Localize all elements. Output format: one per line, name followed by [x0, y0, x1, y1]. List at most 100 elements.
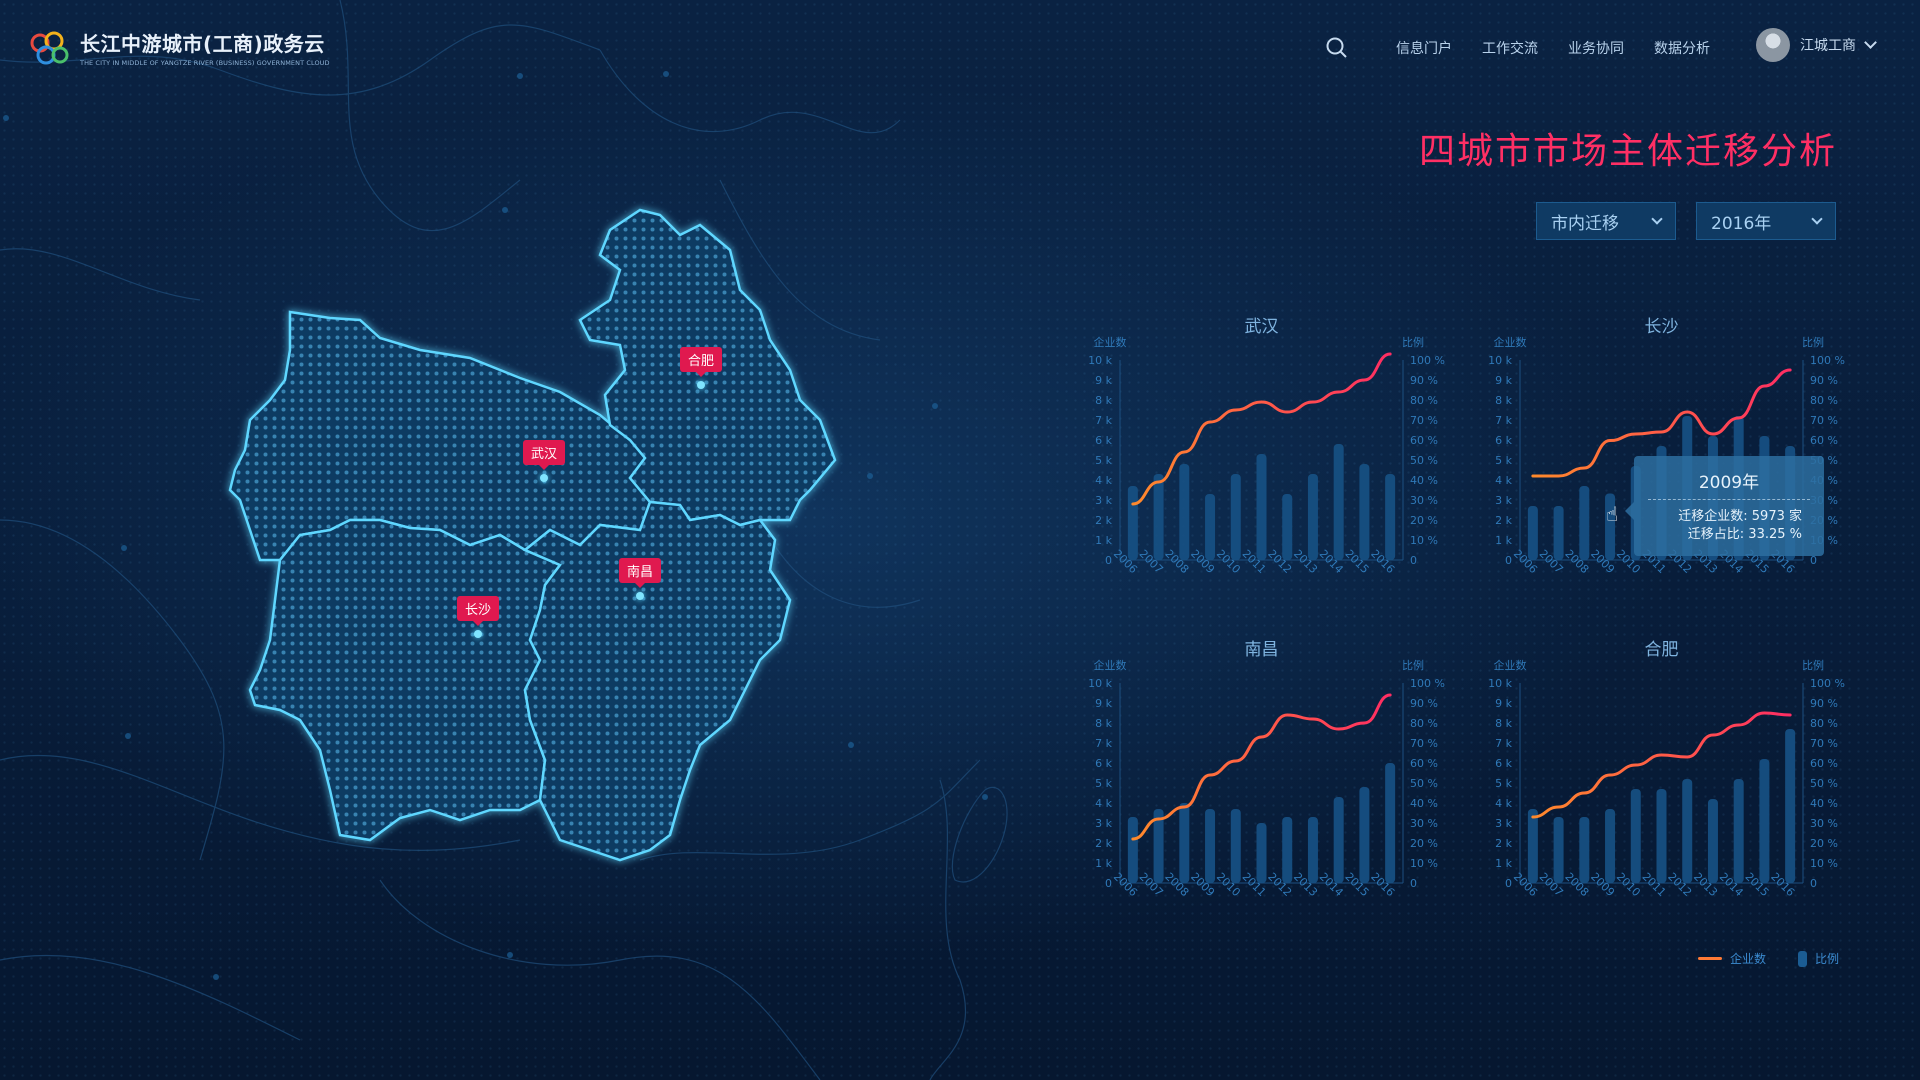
chart-title: 合肥 [1645, 640, 1679, 660]
city-pin-changsha[interactable]: 长沙 [457, 596, 500, 638]
user-menu[interactable]: 江城工商 [1756, 28, 1877, 62]
right-tick-label: 80 % [1410, 394, 1438, 407]
bar [1307, 474, 1318, 560]
right-tick-label: 50 % [1810, 777, 1838, 790]
province-jiangxi[interactable] [522, 500, 792, 862]
nav-item-communication[interactable]: 工作交流 [1482, 41, 1538, 57]
left-tick-label: 2 k [1095, 837, 1112, 850]
bar [1256, 823, 1267, 883]
right-tick-label: 90 % [1410, 697, 1438, 710]
chart-tooltip: 2009年 迁移企业数: 5973 家 迁移占比: 33.25 % [1625, 456, 1824, 556]
bar [1205, 494, 1216, 560]
chart-hefei: 合肥 企业数 比例 0 1 k 2 k 3 k 4 k 5 k 6 k 7 k 8 k 9 k 10 k 0… [1475, 633, 1850, 933]
left-tick-label: 4 k [1095, 474, 1112, 487]
left-tick-label: 1 k [1495, 857, 1512, 870]
page-title: 四城市市场主体迁移分析 [1418, 131, 1837, 172]
right-axis-label: 比例 [1802, 658, 1824, 672]
city-pin-nanchang[interactable]: 南昌 [619, 558, 662, 600]
right-tick-label: 10 % [1410, 857, 1438, 870]
city-dot [540, 474, 548, 482]
left-tick-label: 0 [1505, 877, 1512, 890]
tooltip-ratio-label: 迁移占比: [1687, 527, 1745, 542]
bar [1579, 817, 1590, 883]
left-tick-label: 1 k [1495, 534, 1512, 547]
right-tick-label: 30 % [1810, 817, 1838, 830]
right-tick-label: 80 % [1410, 717, 1438, 730]
avatar [1756, 28, 1790, 62]
user-name: 江城工商 [1800, 38, 1856, 54]
nav-item-collaboration[interactable]: 业务协同 [1568, 41, 1624, 57]
chevron-down-icon [1864, 36, 1877, 49]
city-dot [474, 630, 482, 638]
left-tick-label: 2 k [1095, 514, 1112, 527]
left-tick-label: 4 k [1495, 797, 1512, 810]
city-pin-hefei[interactable]: 合肥 [680, 347, 723, 389]
right-tick-label: 10 % [1810, 857, 1838, 870]
province-hubei[interactable] [228, 310, 652, 562]
left-tick-label: 10 k [1488, 354, 1512, 367]
left-tick-label: 0 [1105, 554, 1112, 567]
bar [1179, 803, 1190, 883]
nav-item-analysis[interactable]: 数据分析 [1654, 41, 1710, 57]
right-tick-label: 30 % [1410, 817, 1438, 830]
app-subtitle: THE CITY IN MIDDLE OF YANGTZE RIVER (BUS… [80, 59, 330, 67]
search-icon[interactable] [1326, 37, 1348, 59]
left-tick-label: 6 k [1495, 757, 1512, 770]
city-pin-wuhan[interactable]: 武汉 [523, 440, 566, 482]
nav-item-portal[interactable]: 信息门户 [1396, 41, 1452, 57]
left-axis-label: 企业数 [1494, 335, 1527, 349]
left-tick-label: 8 k [1095, 717, 1112, 730]
bar [1630, 789, 1641, 883]
city-dot [636, 592, 644, 600]
left-tick-label: 3 k [1095, 494, 1112, 507]
bar [1733, 779, 1744, 883]
tooltip-count-label: 迁移企业数: [1678, 509, 1748, 524]
chevron-down-icon [1811, 212, 1823, 225]
bar [1527, 506, 1538, 560]
migration-type-select[interactable]: 市内迁移 [1536, 202, 1676, 240]
right-tick-label: 40 % [1810, 797, 1838, 810]
right-tick-label: 80 % [1810, 394, 1838, 407]
map-background-borders [0, 0, 981, 1080]
chart-wuhan: 武汉 企业数 比例 0 1 k 2 k 3 k 4 k 5 k 6 k 7 k 8 k 9 k 10 k 0… [1075, 310, 1450, 610]
app-logo[interactable]: 长江中游城市(工商)政务云 THE CITY IN MIDDLE OF YANG… [28, 28, 330, 67]
left-axis-label: 企业数 [1094, 335, 1127, 349]
left-tick-label: 4 k [1495, 474, 1512, 487]
chart-legend: 企业数 比例 [1698, 950, 1839, 967]
left-tick-label: 7 k [1095, 737, 1112, 750]
left-tick-label: 7 k [1495, 737, 1512, 750]
right-tick-label: 70 % [1410, 737, 1438, 750]
tooltip-arrow [1625, 502, 1634, 520]
bar [1205, 809, 1216, 883]
right-tick-label: 80 % [1810, 717, 1838, 730]
legend-bar-swatch [1798, 950, 1808, 967]
right-tick-label: 0 [1810, 554, 1817, 567]
left-tick-label: 10 k [1488, 677, 1512, 690]
left-tick-label: 6 k [1095, 757, 1112, 770]
right-tick-label: 40 % [1410, 797, 1438, 810]
tooltip-divider [1648, 499, 1810, 500]
right-tick-label: 90 % [1410, 374, 1438, 387]
left-tick-label: 5 k [1495, 777, 1512, 790]
bar [1256, 454, 1267, 560]
left-tick-label: 8 k [1095, 394, 1112, 407]
bar [1282, 817, 1293, 883]
left-tick-label: 9 k [1495, 697, 1512, 710]
year-value: 2016年 [1711, 213, 1772, 234]
bar [1553, 817, 1564, 883]
bar [1127, 486, 1138, 560]
left-tick-label: 6 k [1095, 434, 1112, 447]
year-select[interactable]: 2016年 [1696, 202, 1836, 240]
left-tick-label: 9 k [1095, 697, 1112, 710]
right-tick-label: 100 % [1410, 677, 1445, 690]
right-tick-label: 60 % [1810, 434, 1838, 447]
bar [1230, 809, 1241, 883]
province-hunan[interactable] [248, 518, 562, 842]
left-tick-label: 9 k [1095, 374, 1112, 387]
right-tick-label: 30 % [1410, 494, 1438, 507]
bar [1385, 474, 1396, 560]
bar [1682, 779, 1693, 883]
